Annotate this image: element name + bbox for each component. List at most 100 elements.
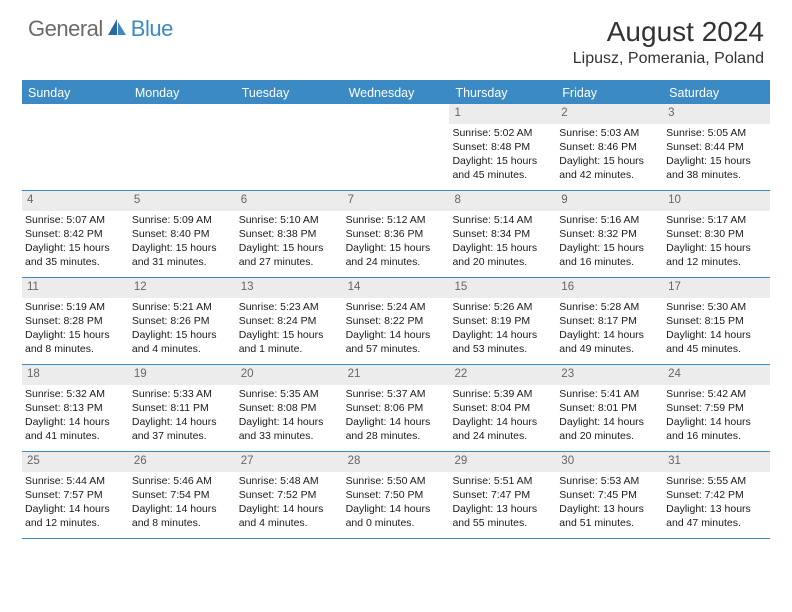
day-header-row: SundayMondayTuesdayWednesdayThursdayFrid… bbox=[22, 82, 770, 104]
day-cell: 30Sunrise: 5:53 AMSunset: 7:45 PMDayligh… bbox=[556, 452, 663, 538]
sunset-line: Sunset: 8:40 PM bbox=[132, 227, 233, 241]
day-number: 10 bbox=[663, 191, 770, 211]
day-header-cell: Thursday bbox=[449, 82, 556, 104]
daylight-line: Daylight: 14 hours and 4 minutes. bbox=[239, 502, 340, 530]
day-body: Sunrise: 5:14 AMSunset: 8:34 PMDaylight:… bbox=[449, 211, 556, 274]
day-body: Sunrise: 5:50 AMSunset: 7:50 PMDaylight:… bbox=[343, 472, 450, 535]
sunrise-line: Sunrise: 5:26 AM bbox=[452, 300, 553, 314]
sunrise-line: Sunrise: 5:48 AM bbox=[239, 474, 340, 488]
day-number: 20 bbox=[236, 365, 343, 385]
day-header-cell: Monday bbox=[129, 82, 236, 104]
daylight-line: Daylight: 15 hours and 4 minutes. bbox=[132, 328, 233, 356]
sunset-line: Sunset: 8:48 PM bbox=[452, 140, 553, 154]
daylight-line: Daylight: 15 hours and 35 minutes. bbox=[25, 241, 126, 269]
day-cell: 16Sunrise: 5:28 AMSunset: 8:17 PMDayligh… bbox=[556, 278, 663, 364]
day-number: 1 bbox=[449, 104, 556, 124]
sunrise-line: Sunrise: 5:17 AM bbox=[666, 213, 767, 227]
day-cell: . bbox=[343, 104, 450, 190]
sunset-line: Sunset: 8:22 PM bbox=[346, 314, 447, 328]
day-number: 9 bbox=[556, 191, 663, 211]
day-number: 3 bbox=[663, 104, 770, 124]
day-body: Sunrise: 5:30 AMSunset: 8:15 PMDaylight:… bbox=[663, 298, 770, 361]
day-cell: 15Sunrise: 5:26 AMSunset: 8:19 PMDayligh… bbox=[449, 278, 556, 364]
sunset-line: Sunset: 7:54 PM bbox=[132, 488, 233, 502]
day-body: Sunrise: 5:02 AMSunset: 8:48 PMDaylight:… bbox=[449, 124, 556, 187]
day-body: Sunrise: 5:41 AMSunset: 8:01 PMDaylight:… bbox=[556, 385, 663, 448]
day-cell: 1Sunrise: 5:02 AMSunset: 8:48 PMDaylight… bbox=[449, 104, 556, 190]
day-cell: 31Sunrise: 5:55 AMSunset: 7:42 PMDayligh… bbox=[663, 452, 770, 538]
day-number: 23 bbox=[556, 365, 663, 385]
sunrise-line: Sunrise: 5:03 AM bbox=[559, 126, 660, 140]
day-cell: . bbox=[22, 104, 129, 190]
day-cell: . bbox=[129, 104, 236, 190]
sunrise-line: Sunrise: 5:10 AM bbox=[239, 213, 340, 227]
sunset-line: Sunset: 8:01 PM bbox=[559, 401, 660, 415]
day-number: 7 bbox=[343, 191, 450, 211]
day-header-cell: Tuesday bbox=[236, 82, 343, 104]
sunrise-line: Sunrise: 5:09 AM bbox=[132, 213, 233, 227]
calendar: SundayMondayTuesdayWednesdayThursdayFrid… bbox=[22, 80, 770, 539]
logo-sail-icon bbox=[106, 17, 128, 42]
sunset-line: Sunset: 8:28 PM bbox=[25, 314, 126, 328]
sunset-line: Sunset: 8:44 PM bbox=[666, 140, 767, 154]
sunset-line: Sunset: 7:59 PM bbox=[666, 401, 767, 415]
daylight-line: Daylight: 13 hours and 47 minutes. bbox=[666, 502, 767, 530]
daylight-line: Daylight: 14 hours and 8 minutes. bbox=[132, 502, 233, 530]
day-number: 17 bbox=[663, 278, 770, 298]
day-cell: 10Sunrise: 5:17 AMSunset: 8:30 PMDayligh… bbox=[663, 191, 770, 277]
day-number: 30 bbox=[556, 452, 663, 472]
sunset-line: Sunset: 7:52 PM bbox=[239, 488, 340, 502]
day-body: Sunrise: 5:37 AMSunset: 8:06 PMDaylight:… bbox=[343, 385, 450, 448]
logo: General Blue bbox=[28, 16, 173, 42]
day-number: 11 bbox=[22, 278, 129, 298]
day-number: 21 bbox=[343, 365, 450, 385]
sunset-line: Sunset: 8:08 PM bbox=[239, 401, 340, 415]
day-number: 6 bbox=[236, 191, 343, 211]
day-cell: 13Sunrise: 5:23 AMSunset: 8:24 PMDayligh… bbox=[236, 278, 343, 364]
daylight-line: Daylight: 14 hours and 57 minutes. bbox=[346, 328, 447, 356]
day-body: Sunrise: 5:21 AMSunset: 8:26 PMDaylight:… bbox=[129, 298, 236, 361]
day-body: Sunrise: 5:12 AMSunset: 8:36 PMDaylight:… bbox=[343, 211, 450, 274]
week-row: 11Sunrise: 5:19 AMSunset: 8:28 PMDayligh… bbox=[22, 278, 770, 365]
day-number: 12 bbox=[129, 278, 236, 298]
sunrise-line: Sunrise: 5:39 AM bbox=[452, 387, 553, 401]
day-body: Sunrise: 5:28 AMSunset: 8:17 PMDaylight:… bbox=[556, 298, 663, 361]
day-cell: 2Sunrise: 5:03 AMSunset: 8:46 PMDaylight… bbox=[556, 104, 663, 190]
daylight-line: Daylight: 15 hours and 31 minutes. bbox=[132, 241, 233, 269]
sunset-line: Sunset: 8:06 PM bbox=[346, 401, 447, 415]
day-body: Sunrise: 5:10 AMSunset: 8:38 PMDaylight:… bbox=[236, 211, 343, 274]
day-body: Sunrise: 5:09 AMSunset: 8:40 PMDaylight:… bbox=[129, 211, 236, 274]
sunset-line: Sunset: 7:50 PM bbox=[346, 488, 447, 502]
day-body: Sunrise: 5:07 AMSunset: 8:42 PMDaylight:… bbox=[22, 211, 129, 274]
day-number: 4 bbox=[22, 191, 129, 211]
daylight-line: Daylight: 14 hours and 53 minutes. bbox=[452, 328, 553, 356]
daylight-line: Daylight: 14 hours and 0 minutes. bbox=[346, 502, 447, 530]
day-body: Sunrise: 5:35 AMSunset: 8:08 PMDaylight:… bbox=[236, 385, 343, 448]
daylight-line: Daylight: 15 hours and 16 minutes. bbox=[559, 241, 660, 269]
day-cell: 24Sunrise: 5:42 AMSunset: 7:59 PMDayligh… bbox=[663, 365, 770, 451]
day-body: Sunrise: 5:55 AMSunset: 7:42 PMDaylight:… bbox=[663, 472, 770, 535]
day-body: Sunrise: 5:39 AMSunset: 8:04 PMDaylight:… bbox=[449, 385, 556, 448]
daylight-line: Daylight: 13 hours and 55 minutes. bbox=[452, 502, 553, 530]
day-cell: 5Sunrise: 5:09 AMSunset: 8:40 PMDaylight… bbox=[129, 191, 236, 277]
day-header-cell: Sunday bbox=[22, 82, 129, 104]
day-body: Sunrise: 5:05 AMSunset: 8:44 PMDaylight:… bbox=[663, 124, 770, 187]
day-cell: 3Sunrise: 5:05 AMSunset: 8:44 PMDaylight… bbox=[663, 104, 770, 190]
sunrise-line: Sunrise: 5:07 AM bbox=[25, 213, 126, 227]
sunrise-line: Sunrise: 5:24 AM bbox=[346, 300, 447, 314]
day-cell: . bbox=[236, 104, 343, 190]
daylight-line: Daylight: 14 hours and 20 minutes. bbox=[559, 415, 660, 443]
location: Lipusz, Pomerania, Poland bbox=[573, 50, 764, 68]
day-body: Sunrise: 5:46 AMSunset: 7:54 PMDaylight:… bbox=[129, 472, 236, 535]
day-number: 16 bbox=[556, 278, 663, 298]
sunset-line: Sunset: 8:36 PM bbox=[346, 227, 447, 241]
sunset-line: Sunset: 7:57 PM bbox=[25, 488, 126, 502]
day-number: 14 bbox=[343, 278, 450, 298]
day-body: Sunrise: 5:16 AMSunset: 8:32 PMDaylight:… bbox=[556, 211, 663, 274]
sunrise-line: Sunrise: 5:28 AM bbox=[559, 300, 660, 314]
day-cell: 7Sunrise: 5:12 AMSunset: 8:36 PMDaylight… bbox=[343, 191, 450, 277]
day-cell: 11Sunrise: 5:19 AMSunset: 8:28 PMDayligh… bbox=[22, 278, 129, 364]
sunset-line: Sunset: 8:17 PM bbox=[559, 314, 660, 328]
day-body: Sunrise: 5:51 AMSunset: 7:47 PMDaylight:… bbox=[449, 472, 556, 535]
day-body: Sunrise: 5:53 AMSunset: 7:45 PMDaylight:… bbox=[556, 472, 663, 535]
